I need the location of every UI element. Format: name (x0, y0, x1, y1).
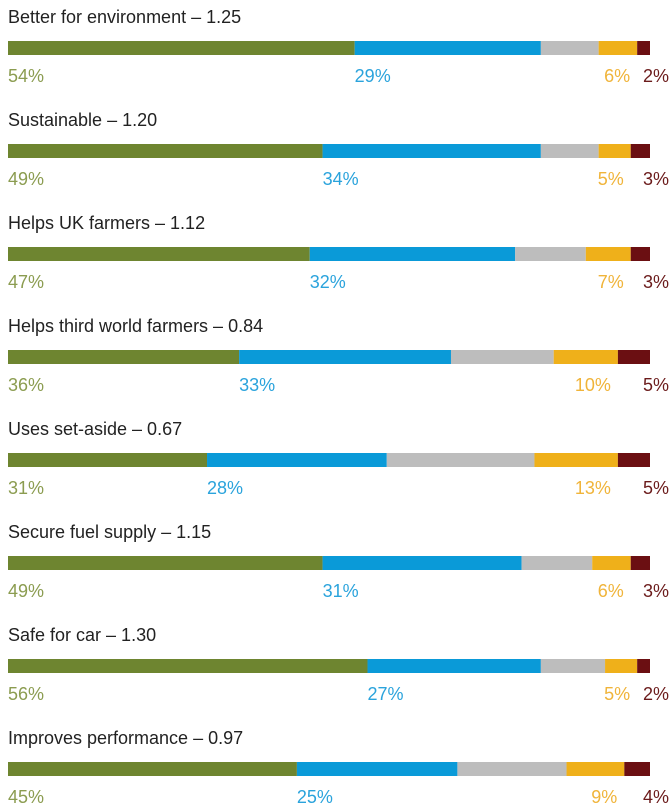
value-label: 32% (310, 272, 346, 292)
bar-segment (8, 350, 240, 364)
value-label: 33% (239, 375, 275, 395)
value-label: 5% (604, 684, 630, 704)
bar-segment (598, 41, 638, 55)
value-label: 54% (8, 66, 44, 86)
bar-segment (566, 762, 625, 776)
value-label: 3% (643, 581, 669, 601)
bar-segment (8, 247, 310, 261)
category-label: Uses set-aside – 0.67 (8, 419, 182, 439)
bar-segment (637, 659, 650, 673)
bar-segment (386, 453, 535, 467)
value-label: 49% (8, 169, 44, 189)
value-label: 6% (604, 66, 630, 86)
category-label: Helps UK farmers – 1.12 (8, 213, 205, 233)
category-label: Improves performance – 0.97 (8, 728, 243, 748)
category-label: Better for environment – 1.25 (8, 7, 241, 27)
category-label: Safe for car – 1.30 (8, 625, 156, 645)
bar-segment (207, 453, 387, 467)
bar-segment (630, 247, 650, 261)
bar-segment (367, 659, 541, 673)
bar-segment (322, 556, 522, 570)
bar-segment (8, 41, 355, 55)
bar-segment (450, 350, 554, 364)
value-label: 13% (575, 478, 611, 498)
bar-segment (617, 453, 650, 467)
value-label: 34% (323, 169, 359, 189)
value-label: 5% (643, 478, 669, 498)
value-label: 5% (598, 169, 624, 189)
value-label: 3% (643, 169, 669, 189)
bar-segment (296, 762, 458, 776)
bar-segment (8, 453, 208, 467)
bar-segment (630, 556, 650, 570)
value-label: 3% (643, 272, 669, 292)
bar-segment (630, 144, 650, 158)
bar-segment (540, 144, 599, 158)
value-label: 56% (8, 684, 44, 704)
value-label: 5% (643, 375, 669, 395)
bar-segment (540, 41, 599, 55)
value-label: 2% (643, 66, 669, 86)
bar-segment (553, 350, 618, 364)
category-label: Secure fuel supply – 1.15 (8, 522, 211, 542)
value-label: 10% (575, 375, 611, 395)
value-label: 7% (598, 272, 624, 292)
bar-segment (521, 556, 593, 570)
bar-segment (239, 350, 451, 364)
value-label: 28% (207, 478, 243, 498)
value-label: 29% (355, 66, 391, 86)
value-label: 47% (8, 272, 44, 292)
bar-segment (624, 762, 650, 776)
bar-segment (322, 144, 541, 158)
bar-segment (540, 659, 606, 673)
bar-segment (457, 762, 567, 776)
bar-segment (605, 659, 638, 673)
bar-segment (354, 41, 541, 55)
bar-segment (8, 556, 323, 570)
bar-segment (309, 247, 516, 261)
bar-segment (592, 556, 631, 570)
value-label: 9% (591, 787, 617, 807)
value-label: 25% (297, 787, 333, 807)
bar-segment (8, 659, 368, 673)
bar-segment (515, 247, 586, 261)
value-label: 27% (368, 684, 404, 704)
bar-segment (8, 144, 323, 158)
category-label: Sustainable – 1.20 (8, 110, 157, 130)
bar-segment (617, 350, 650, 364)
value-label: 4% (643, 787, 669, 807)
value-label: 31% (323, 581, 359, 601)
bar-segment (598, 144, 631, 158)
value-label: 2% (643, 684, 669, 704)
value-label: 31% (8, 478, 44, 498)
value-label: 6% (598, 581, 624, 601)
value-label: 36% (8, 375, 44, 395)
category-label: Helps third world farmers – 0.84 (8, 316, 263, 336)
value-label: 49% (8, 581, 44, 601)
value-label: 45% (8, 787, 44, 807)
bar-segment (585, 247, 631, 261)
bar-segment (637, 41, 650, 55)
bar-segment (534, 453, 618, 467)
bar-segment (8, 762, 297, 776)
